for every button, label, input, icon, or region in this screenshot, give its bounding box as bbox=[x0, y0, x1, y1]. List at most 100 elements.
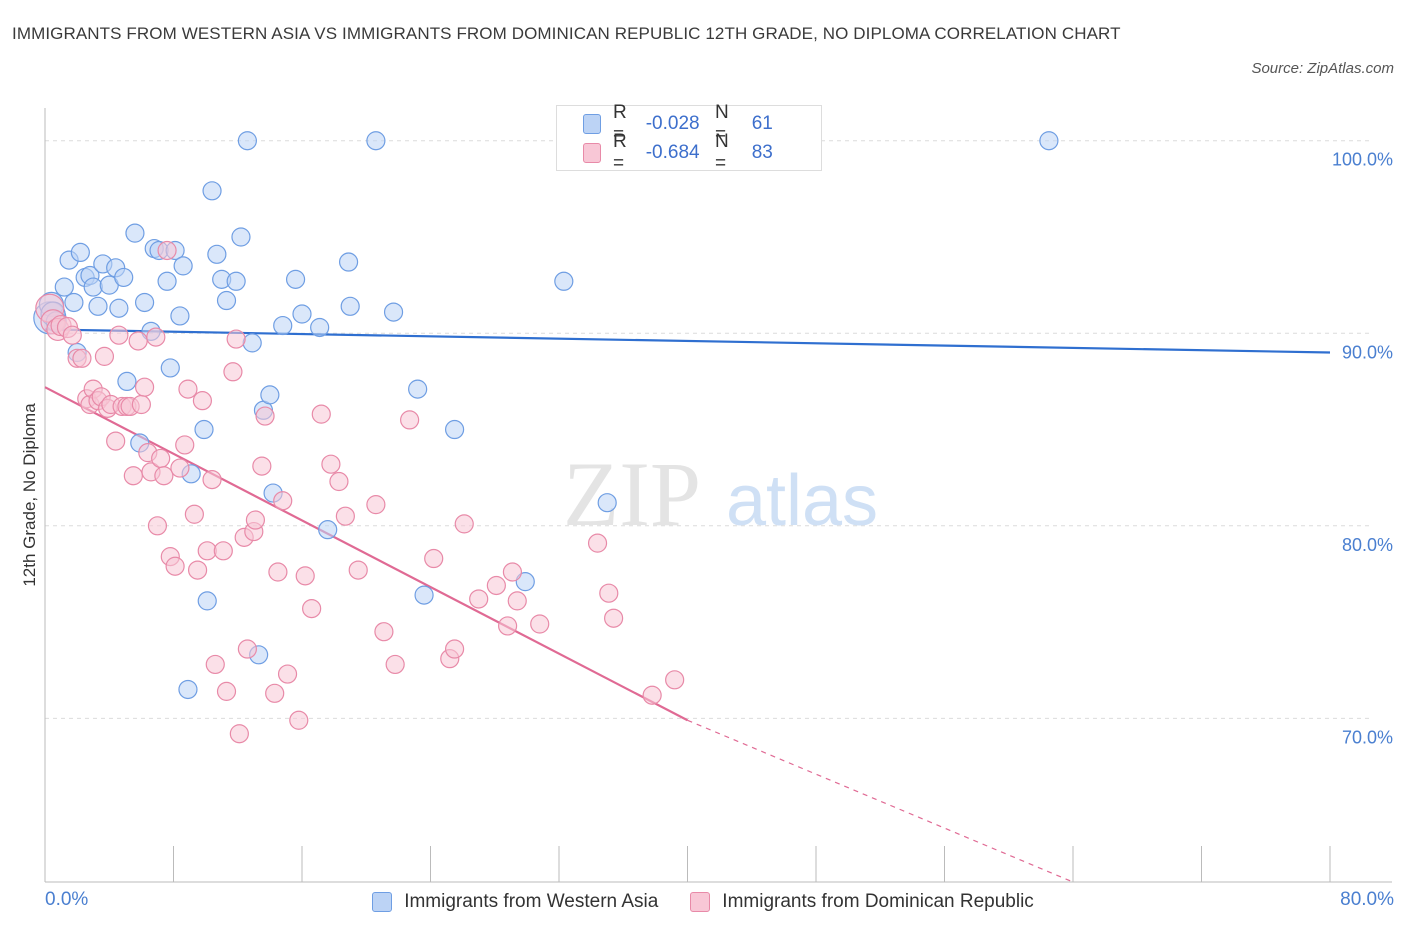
point-western-asia bbox=[173, 256, 193, 276]
point-western-asia bbox=[197, 591, 217, 611]
legend-n-label: N = bbox=[714, 131, 729, 174]
point-dominican-republic bbox=[94, 346, 115, 366]
point-dominican-republic bbox=[311, 404, 331, 424]
point-western-asia bbox=[408, 379, 428, 399]
y-tick-labels: 100.0% 90.0% 80.0% 70.0% bbox=[1332, 150, 1393, 748]
point-dominican-republic bbox=[665, 670, 685, 690]
point-western-asia bbox=[366, 131, 386, 151]
point-dominican-republic bbox=[348, 560, 368, 580]
point-dominican-republic bbox=[385, 654, 405, 675]
point-dominican-republic bbox=[123, 466, 143, 486]
point-dominican-republic bbox=[146, 327, 166, 347]
legend-swatch-blue bbox=[583, 114, 601, 134]
point-dominican-republic bbox=[109, 325, 129, 345]
point-dominican-republic bbox=[106, 431, 126, 451]
series-legend: Immigrants from Western Asia Immigrants … bbox=[0, 888, 1406, 916]
legend-r-value: -0.028 bbox=[645, 113, 700, 134]
legend-n-value: 83 bbox=[751, 142, 773, 163]
point-dominican-republic bbox=[134, 377, 155, 397]
point-western-asia bbox=[554, 271, 574, 291]
point-western-asia bbox=[444, 419, 465, 440]
data-points bbox=[33, 131, 1059, 744]
point-dominican-republic bbox=[255, 406, 275, 426]
point-dominican-republic bbox=[175, 435, 195, 455]
point-western-asia bbox=[170, 306, 190, 326]
legend-swatch-pink bbox=[583, 143, 601, 163]
point-western-asia bbox=[310, 317, 330, 338]
point-dominican-republic bbox=[265, 683, 285, 703]
point-dominican-republic bbox=[170, 458, 190, 478]
point-western-asia bbox=[414, 585, 434, 605]
point-dominican-republic bbox=[154, 466, 174, 486]
watermark: ZIP atlas bbox=[563, 443, 878, 545]
point-dominican-republic bbox=[205, 654, 225, 675]
point-dominican-republic bbox=[302, 598, 322, 619]
legend-r-label: R = bbox=[612, 131, 627, 174]
series-legend-label: Immigrants from Western Asia bbox=[404, 891, 659, 912]
point-western-asia bbox=[1039, 131, 1059, 151]
point-dominican-republic bbox=[444, 639, 465, 659]
x-axis-max-label: 80.0% bbox=[1340, 889, 1394, 910]
point-dominican-republic bbox=[400, 410, 420, 430]
point-dominican-republic bbox=[530, 614, 550, 634]
trend-lines bbox=[44, 328, 1331, 883]
point-dominican-republic bbox=[245, 510, 266, 530]
point-dominican-republic bbox=[128, 331, 148, 351]
x-axis-min-label: 0.0% bbox=[45, 889, 89, 910]
legend-row-dominican-republic: R = -0.684 N = 83 bbox=[583, 131, 821, 174]
point-western-asia bbox=[292, 304, 312, 324]
legend-n-label: N = bbox=[714, 102, 729, 145]
point-dominican-republic bbox=[289, 710, 309, 730]
legend-r-label: R = bbox=[612, 102, 627, 145]
series-legend-label: Immigrants from Dominican Republic bbox=[722, 891, 1034, 912]
point-western-asia bbox=[207, 244, 227, 264]
point-dominican-republic bbox=[202, 469, 222, 490]
point-dominican-republic bbox=[486, 575, 506, 596]
series-swatch-pink bbox=[690, 892, 711, 912]
point-dominican-republic bbox=[321, 454, 341, 474]
point-western-asia bbox=[178, 679, 198, 700]
point-dominican-republic bbox=[192, 391, 213, 411]
point-dominican-republic bbox=[498, 616, 518, 636]
point-western-asia bbox=[160, 358, 180, 378]
y-tick-label: 80.0% bbox=[1342, 535, 1393, 555]
point-western-asia bbox=[340, 296, 360, 316]
series-legend-item-dominican-republic[interactable]: Immigrants from Dominican Republic bbox=[690, 891, 1034, 913]
point-dominican-republic bbox=[273, 491, 293, 511]
point-dominican-republic bbox=[604, 608, 624, 628]
y-tick-label: 70.0% bbox=[1342, 727, 1393, 747]
point-dominican-republic bbox=[277, 664, 298, 684]
point-western-asia bbox=[273, 315, 293, 336]
point-western-asia bbox=[54, 277, 74, 297]
point-dominican-republic bbox=[151, 448, 171, 469]
point-western-asia bbox=[242, 333, 262, 353]
point-dominican-republic bbox=[599, 583, 619, 603]
point-dominican-republic bbox=[424, 548, 444, 569]
watermark-atlas: atlas bbox=[726, 461, 878, 541]
trend-line-western-asia bbox=[44, 328, 1331, 354]
point-dominican-republic bbox=[223, 362, 243, 382]
point-western-asia bbox=[114, 267, 134, 288]
point-western-asia bbox=[237, 131, 257, 151]
point-western-asia bbox=[318, 520, 338, 540]
point-western-asia bbox=[202, 181, 222, 201]
point-dominican-republic bbox=[469, 589, 489, 609]
point-dominican-republic bbox=[366, 495, 386, 515]
series-legend-item-western-asia[interactable]: Immigrants from Western Asia bbox=[372, 891, 658, 913]
point-dominican-republic bbox=[237, 639, 257, 659]
point-dominican-republic bbox=[252, 456, 272, 476]
point-western-asia bbox=[194, 419, 214, 440]
point-dominican-republic bbox=[197, 541, 217, 561]
point-dominican-republic bbox=[507, 591, 527, 611]
watermark-zip: ZIP bbox=[563, 443, 701, 545]
point-dominican-republic bbox=[216, 681, 237, 701]
trend-line-dominican-republic bbox=[44, 386, 689, 722]
point-western-asia bbox=[226, 271, 246, 291]
point-dominican-republic bbox=[374, 622, 394, 642]
point-western-asia bbox=[70, 242, 90, 263]
source-label: Source: ZipAtlas.com bbox=[1251, 60, 1394, 77]
point-western-asia bbox=[231, 227, 251, 247]
point-western-asia bbox=[515, 572, 535, 592]
point-dominican-republic bbox=[335, 506, 355, 526]
point-dominican-republic bbox=[295, 566, 315, 586]
